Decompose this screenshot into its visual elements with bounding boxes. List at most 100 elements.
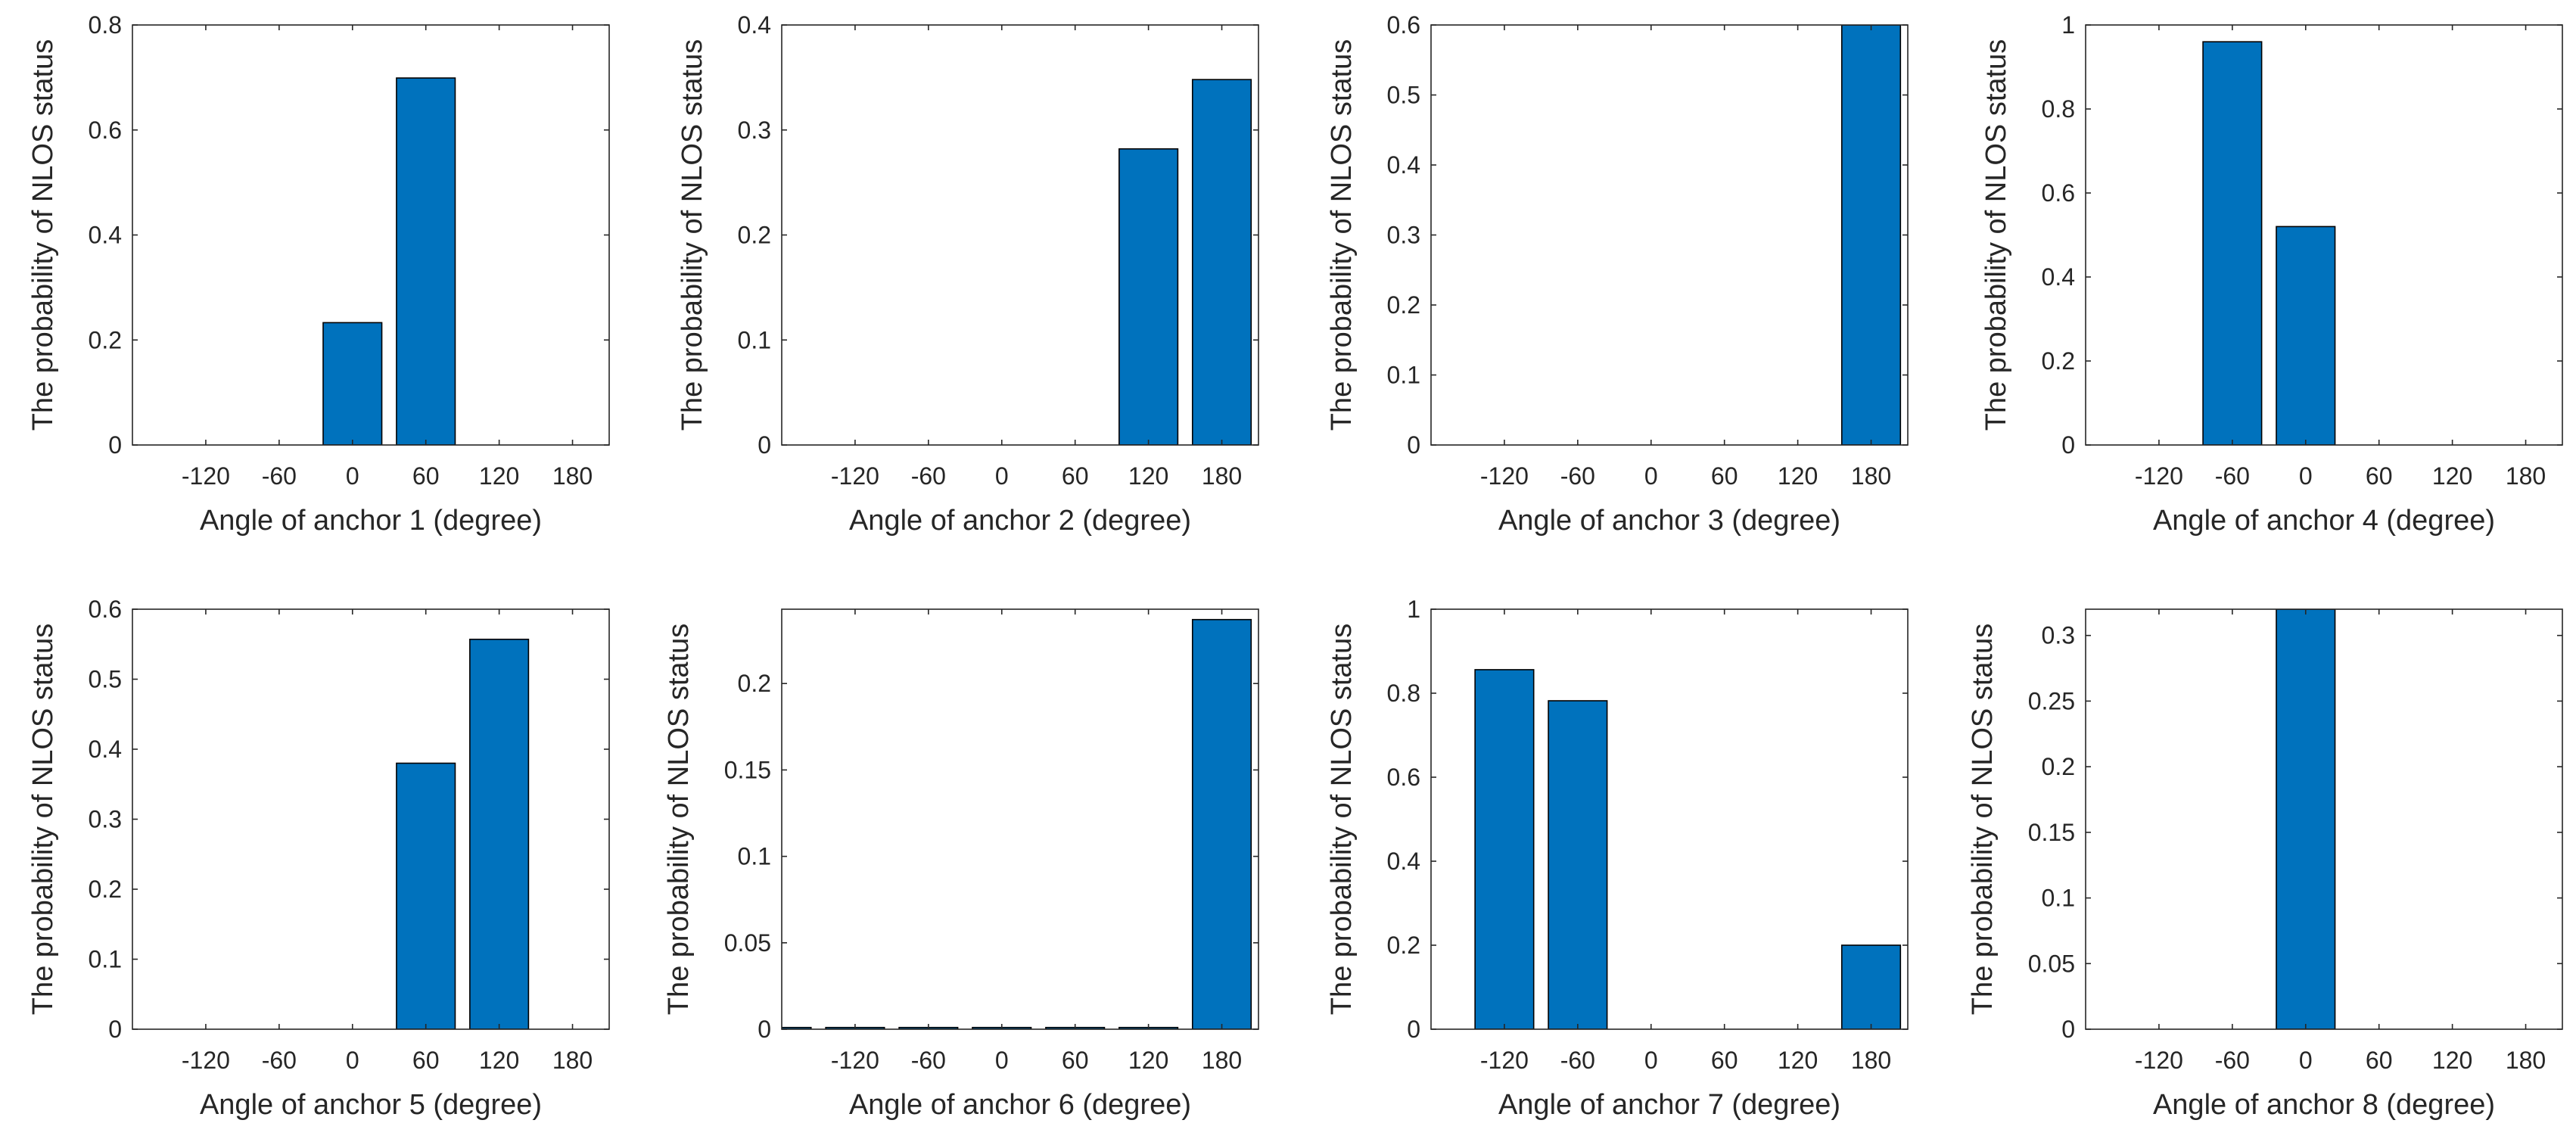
x-tick-label: -60 — [2215, 1047, 2250, 1074]
x-tick-label: 60 — [2366, 1047, 2393, 1074]
x-tick-label: 60 — [1711, 1047, 1738, 1074]
x-tick-label: 180 — [2506, 1047, 2546, 1074]
x-tick-label: 180 — [1851, 462, 1891, 490]
plot-area — [1431, 25, 1908, 445]
y-tick-label: 0.6 — [89, 596, 122, 623]
subplot-anchor-6: -120 -60 0 60 120 180 0 0.05 0.1 0.15 0.2 Angle of … — [663, 608, 1259, 1121]
bar — [1548, 700, 1608, 1029]
y-tick-label: 0.4 — [1387, 151, 1420, 179]
y-tick-label: 0.8 — [2042, 95, 2075, 123]
y-tick-label: 0 — [108, 1016, 122, 1043]
bar-group — [396, 638, 530, 1029]
axes-box — [1430, 608, 1909, 1030]
y-tick-label: 0.1 — [1387, 362, 1420, 389]
y-tick-label: 0.2 — [738, 670, 771, 697]
bar — [322, 322, 383, 445]
x-tick-label: 0 — [1644, 462, 1658, 490]
x-axis-label: Angle of anchor 6 (degree) — [849, 1089, 1191, 1121]
subplot-anchor-1: -120 -60 0 60 120 180 0 0.2 0.4 0.6 0.8 Angle of an… — [27, 11, 610, 537]
y-tick-label: 0.1 — [738, 326, 771, 353]
subplot-anchor-8: -120 -60 0 60 120 180 0 0.05 0.1 0.15 0.2 0.25 0.3 An… — [1967, 608, 2563, 1121]
subplot-anchor-2: -120 -60 0 60 120 180 0 0.1 0.2 0.3 0.4 Angle of an… — [677, 11, 1259, 537]
y-tick-label: 0.15 — [724, 756, 771, 783]
x-tick-label: 120 — [1778, 1047, 1818, 1074]
x-tick-label: 180 — [1202, 1047, 1242, 1074]
y-tick-label: 0 — [2061, 431, 2075, 459]
y-tick-label: 0.05 — [2028, 950, 2075, 977]
x-tick-label: 0 — [2299, 1047, 2313, 1074]
x-tick-label: -120 — [831, 462, 879, 490]
y-axis-label: The probability of NLOS status — [1967, 624, 1999, 1015]
axes-box — [2085, 608, 2563, 1030]
x-tick-label: 0 — [995, 462, 1009, 490]
y-tick-label: 0.5 — [89, 666, 122, 693]
y-tick-label: 0.3 — [1387, 222, 1420, 249]
x-axis-label: Angle of anchor 3 (degree) — [1498, 505, 1840, 537]
x-tick-label: 60 — [412, 1047, 440, 1074]
y-tick-label: 0.2 — [1387, 291, 1420, 319]
y-tick-label: 0.6 — [89, 117, 122, 144]
x-tick-label: 60 — [412, 462, 440, 490]
y-tick-label: 1 — [1407, 596, 1420, 623]
x-tick-label: 120 — [1128, 462, 1168, 490]
x-tick-label: -120 — [2135, 462, 2183, 490]
bar — [2276, 226, 2336, 445]
y-tick-label: 0 — [758, 1016, 771, 1043]
bar — [1118, 148, 1179, 445]
y-tick-label: 0.3 — [738, 117, 771, 144]
x-tick-label: 0 — [1644, 1047, 1658, 1074]
y-tick-label: 0.5 — [1387, 82, 1420, 109]
bar — [1840, 25, 1902, 445]
x-tick-label: 60 — [1062, 1047, 1089, 1074]
x-tick-label: 120 — [2432, 1047, 2472, 1074]
y-tick-label: 0 — [1407, 1016, 1420, 1043]
y-axis-label: The probability of NLOS status — [1326, 39, 1358, 431]
y-tick-label: 0.8 — [1387, 680, 1420, 707]
x-tick-label: -60 — [911, 462, 946, 490]
plot-area — [782, 25, 1258, 445]
y-tick-label: 0.1 — [89, 946, 122, 973]
y-tick-label: 0.25 — [2028, 687, 2075, 714]
y-tick-label: 0.6 — [1387, 764, 1420, 791]
x-tick-label: 120 — [2432, 462, 2472, 490]
y-tick-label: 0.15 — [2028, 819, 2075, 846]
plot-area — [782, 609, 1258, 1029]
x-tick-label: 0 — [2299, 462, 2313, 490]
y-tick-label: 1 — [2061, 11, 2075, 39]
x-tick-label: 60 — [1062, 462, 1089, 490]
bar — [1191, 618, 1252, 1029]
x-tick-label: -120 — [182, 1047, 230, 1074]
x-axis-label: Angle of anchor 5 (degree) — [200, 1089, 542, 1121]
x-tick-label: 120 — [479, 462, 519, 490]
y-tick-label: 0.4 — [2042, 263, 2075, 291]
y-axis-label: The probability of NLOS status — [677, 39, 708, 431]
x-tick-label: 0 — [346, 1047, 359, 1074]
bar — [2202, 41, 2263, 445]
y-tick-label: 0.6 — [2042, 179, 2075, 207]
x-tick-label: 120 — [1128, 1047, 1168, 1074]
x-tick-label: -120 — [182, 462, 230, 490]
y-axis-label: The probability of NLOS status — [27, 39, 59, 431]
y-tick-label: 0.1 — [738, 843, 771, 870]
x-tick-label: -120 — [1480, 1047, 1529, 1074]
y-axis-label: The probability of NLOS status — [1326, 624, 1358, 1015]
subplot-anchor-5: -120 -60 0 60 120 180 0 0.1 0.2 0.3 0.4 0.5 0.6 Angle… — [27, 596, 610, 1121]
x-tick-label: 180 — [1202, 462, 1242, 490]
y-tick-label: 0 — [1407, 431, 1420, 459]
y-tick-label: 0.8 — [89, 11, 122, 39]
x-tick-label: 180 — [552, 1047, 593, 1074]
x-tick-label: 120 — [479, 1047, 519, 1074]
y-axis-label: The probability of NLOS status — [27, 624, 59, 1015]
x-tick-label: 0 — [346, 462, 359, 490]
plot-area — [132, 609, 609, 1029]
x-tick-label: -60 — [1560, 1047, 1595, 1074]
y-tick-label: 0.3 — [2042, 622, 2075, 649]
x-tick-label: -60 — [262, 1047, 297, 1074]
y-tick-label: 0.3 — [89, 806, 122, 833]
y-tick-label: 0.2 — [2042, 347, 2075, 375]
y-tick-label: 0.2 — [1387, 932, 1420, 959]
x-axis-label: Angle of anchor 8 (degree) — [2153, 1089, 2495, 1121]
subplot-anchor-3: -120 -60 0 60 120 180 0 0.1 0.2 0.3 0.4 0.5 0.6 Angle… — [1326, 11, 1909, 537]
bar — [2276, 609, 2336, 1029]
subplot-anchor-7: -120 -60 0 60 120 180 0 0.2 0.4 0.6 0.8 1 Angle of a… — [1326, 596, 1909, 1121]
